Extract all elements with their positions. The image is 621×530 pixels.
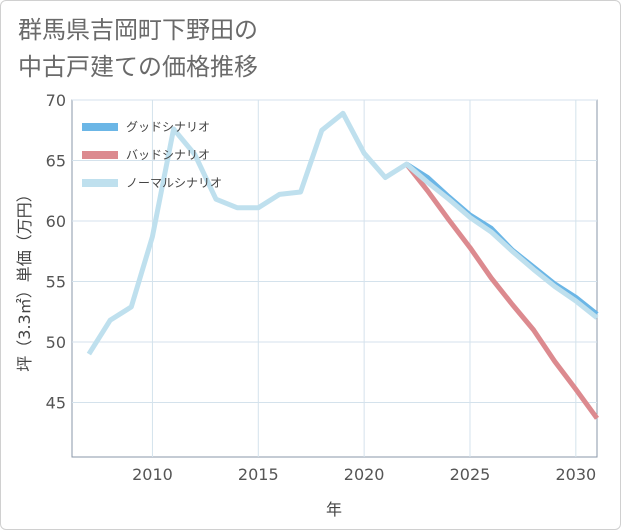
y-tick-label: 50 xyxy=(46,333,66,352)
x-tick-label: 2030 xyxy=(555,465,596,484)
chart-title-line-2: 中古戸建ての価格推移 xyxy=(18,53,258,81)
chart-title-line-1: 群馬県吉岡町下野田の xyxy=(18,16,258,44)
y-tick-label: 55 xyxy=(46,273,66,292)
x-tick-label: 2020 xyxy=(344,465,385,484)
y-tick-label: 65 xyxy=(46,152,66,171)
chart-title: 群馬県吉岡町下野田の 中古戸建ての価格推移 xyxy=(18,12,258,86)
y-tick-label: 70 xyxy=(46,91,66,110)
series-lines xyxy=(86,110,600,420)
x-tick-label: 2025 xyxy=(450,465,491,484)
y-tick-label: 45 xyxy=(46,394,66,413)
plot-area xyxy=(71,99,598,458)
legend-label: ノーマルシナリオ xyxy=(126,176,222,190)
series-line xyxy=(86,110,599,356)
tick-labels: 2010 2015 2020 2025 2030 45 50 55 60 65 70 xyxy=(46,91,597,484)
x-tick-label: 2010 xyxy=(132,465,173,484)
legend-label: バッドシナリオ xyxy=(126,148,210,162)
grid-lines xyxy=(72,99,597,457)
series-line xyxy=(404,162,600,420)
legend-label: グッドシナリオ xyxy=(126,120,210,134)
x-tick-label: 2015 xyxy=(238,465,279,484)
y-axis-label: 坪（3.3㎡）単価（万円） xyxy=(15,186,34,371)
y-tick-label: 60 xyxy=(46,212,66,231)
x-axis-label: 年 xyxy=(326,500,342,519)
